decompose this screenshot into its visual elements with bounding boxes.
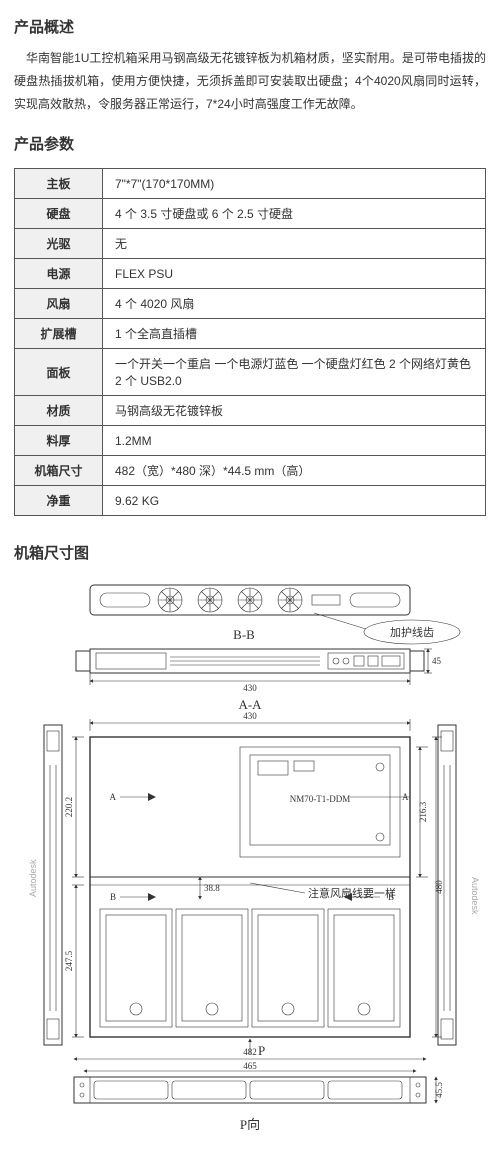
spec-value: 4 个 4020 风扇 [103,289,486,319]
svg-text:430: 430 [243,711,257,721]
spec-label: 硬盘 [15,199,103,229]
svg-text:220.2: 220.2 [64,797,74,817]
table-row: 机箱尺寸482（宽）*480 深）*44.5 mm（高） [15,456,486,486]
svg-text:430: 430 [243,683,257,693]
table-row: 面板一个开关一个重启 一个电源灯蓝色 一个硬盘灯红色 2 个网络灯黄色 2 个 … [15,349,486,396]
svg-text:216.3: 216.3 [418,802,428,823]
spec-label: 风扇 [15,289,103,319]
dim-430-aa: 430 [90,673,410,693]
spec-label: 材质 [15,396,103,426]
diagram-title: 机箱尺寸图 [14,542,486,563]
spec-value: 马钢高级无花镀锌板 [103,396,486,426]
table-row: 料厚1.2MM [15,426,486,456]
svg-text:45: 45 [432,656,442,666]
table-row: 主板7"*7"(170*170MM) [15,169,486,199]
table-row: 电源FLEX PSU [15,259,486,289]
spec-value: 7"*7"(170*170MM) [103,169,486,199]
label-bb: B-B [233,627,255,642]
table-row: 风扇4 个 4020 风扇 [15,289,486,319]
spec-label: 面板 [15,349,103,396]
spec-label: 扩展槽 [15,319,103,349]
spec-value: 一个开关一个重启 一个电源灯蓝色 一个硬盘灯红色 2 个网络灯黄色 2 个 US… [103,349,486,396]
overview-text: 华南智能1U工控机箱采用马钢高级无花镀锌板为机箱材质，坚实耐用。是可带电插拔的硬… [14,47,486,115]
spec-label: 电源 [15,259,103,289]
svg-text:注意风扇线要一样: 注意风扇线要一样 [308,886,396,900]
svg-text:465: 465 [243,1061,257,1071]
side-rail-left [44,725,62,1045]
label-pview: P向 [240,1117,260,1132]
aa-panel [76,649,424,673]
chassis-diagram-svg: 加护线齿 B-B 430 45 A-A [14,577,486,1137]
svg-text:P: P [258,1043,265,1058]
svg-text:45.5: 45.5 [434,1082,444,1098]
spec-label: 光驱 [15,229,103,259]
svg-text:482: 482 [243,1047,257,1057]
spec-label: 料厚 [15,426,103,456]
spec-value: 无 [103,229,486,259]
callout-teeth: 加护线齿 [314,613,460,644]
table-row: 光驱无 [15,229,486,259]
svg-text:A: A [110,792,117,802]
specs-table: 主板7"*7"(170*170MM)硬盘4 个 3.5 寸硬盘或 6 个 2.5… [14,168,486,516]
table-row: 扩展槽1 个全高直插槽 [15,319,486,349]
specs-title: 产品参数 [14,133,486,154]
table-row: 净重9.62 KG [15,486,486,516]
spec-label: 主板 [15,169,103,199]
svg-text:247.5: 247.5 [64,951,74,972]
svg-text:480: 480 [434,880,444,894]
svg-text:A: A [402,792,409,802]
spec-value: 1.2MM [103,426,486,456]
watermark-right: Autodesk [470,877,480,915]
spec-value: 1 个全高直插槽 [103,319,486,349]
rear-panel [90,585,410,615]
diagram-area: 加护线齿 B-B 430 45 A-A [14,577,486,1137]
spec-label: 净重 [15,486,103,516]
table-row: 材质马钢高级无花镀锌板 [15,396,486,426]
spec-value: FLEX PSU [103,259,486,289]
overview-title: 产品概述 [14,16,486,37]
spec-label: 机箱尺寸 [15,456,103,486]
svg-text:NM70-T1-DDM: NM70-T1-DDM [290,794,351,804]
svg-text:加护线齿: 加护线齿 [390,625,434,639]
spec-value: 4 个 3.5 寸硬盘或 6 个 2.5 寸硬盘 [103,199,486,229]
svg-text:B: B [110,892,116,902]
svg-text:38.8: 38.8 [204,883,220,893]
dim-45: 45 [424,649,442,673]
label-aa: A-A [238,697,262,712]
table-row: 硬盘4 个 3.5 寸硬盘或 6 个 2.5 寸硬盘 [15,199,486,229]
plan-view: 430 NM70-T1-DDM A A 38.8 [64,711,486,1058]
spec-value: 9.62 KG [103,486,486,516]
spec-value: 482（宽）*480 深）*44.5 mm（高） [103,456,486,486]
watermark-left: Autodesk [28,859,38,897]
